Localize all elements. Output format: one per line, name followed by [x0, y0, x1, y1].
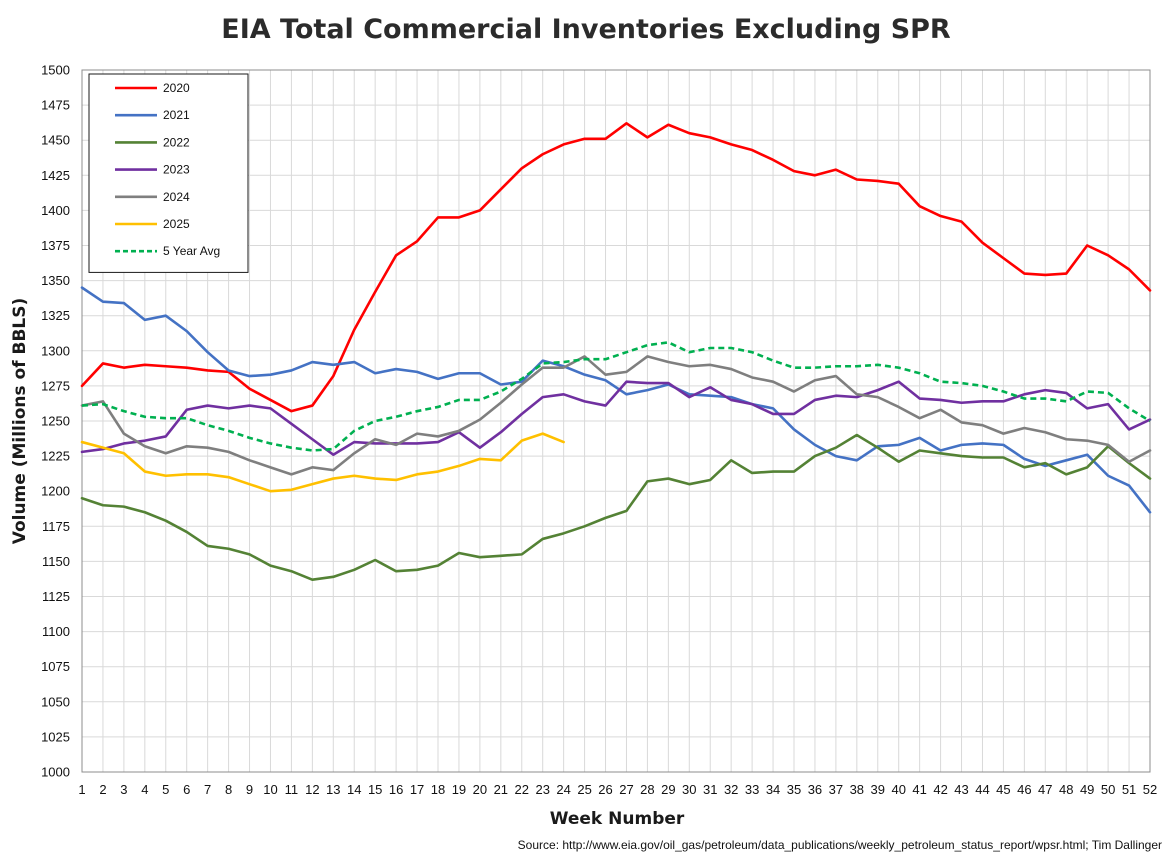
y-tick-label: 1000 — [41, 765, 70, 780]
x-tick-label: 3 — [120, 782, 127, 797]
legend-label: 2023 — [163, 163, 190, 177]
x-tick-label: 34 — [766, 782, 780, 797]
series-lines — [80, 122, 1152, 581]
source-note: Source: http://www.eia.gov/oil_gas/petro… — [517, 838, 1162, 852]
x-tick-label: 45 — [996, 782, 1010, 797]
legend: 2020 2021 2022 2023 2024 2025 5 Year Avg — [88, 73, 249, 273]
x-tick-label: 50 — [1101, 782, 1115, 797]
x-tick-label: 44 — [975, 782, 989, 797]
y-tick-label: 1325 — [41, 308, 70, 323]
x-tick-label: 33 — [745, 782, 759, 797]
y-tick-label: 1300 — [41, 343, 70, 358]
legend-label: 2024 — [163, 190, 190, 204]
x-tick-label: 19 — [452, 782, 466, 797]
x-tick-label: 11 — [285, 782, 299, 797]
y-tick-label: 1475 — [41, 98, 70, 113]
legend-label: 5 Year Avg — [163, 244, 220, 258]
x-tick-label: 21 — [494, 782, 508, 797]
x-tick-label: 38 — [850, 782, 864, 797]
x-tick-label: 49 — [1080, 782, 1094, 797]
x-tick-label: 22 — [515, 782, 529, 797]
x-tick-label: 12 — [305, 782, 319, 797]
x-tick-label: 4 — [141, 782, 148, 797]
y-tick-label: 1175 — [42, 519, 70, 534]
series-line-2020 — [80, 122, 1152, 413]
x-tick-label: 27 — [619, 782, 633, 797]
y-tick-label: 1400 — [41, 203, 70, 218]
x-tick-label: 28 — [640, 782, 654, 797]
x-tick-label: 51 — [1122, 782, 1136, 797]
y-tick-label: 1050 — [41, 694, 70, 709]
legend-label: 2022 — [163, 135, 190, 149]
x-tick-label: 35 — [787, 782, 801, 797]
x-tick-label: 37 — [829, 782, 843, 797]
x-tick-label: 17 — [410, 782, 424, 797]
y-tick-label: 1100 — [42, 624, 70, 639]
legend-label: 2025 — [163, 217, 190, 231]
series-line-5-year-avg — [81, 341, 1151, 452]
legend-label: 2021 — [163, 108, 190, 122]
x-tick-label: 46 — [1017, 782, 1031, 797]
x-tick-label: 16 — [389, 782, 403, 797]
series-line-2024 — [80, 355, 1152, 476]
y-tick-label: 1025 — [41, 729, 70, 744]
x-tick-label: 29 — [661, 782, 675, 797]
x-tick-label: 41 — [912, 782, 926, 797]
y-tick-label: 1275 — [41, 378, 70, 393]
x-tick-label: 47 — [1038, 782, 1052, 797]
y-tick-label: 1200 — [41, 484, 70, 499]
x-tick-label: 23 — [535, 782, 549, 797]
x-axis-title: Week Number — [549, 809, 685, 829]
x-tick-label: 39 — [871, 782, 885, 797]
x-tick-label: 1 — [78, 782, 85, 797]
x-tick-label: 32 — [724, 782, 738, 797]
y-tick-label: 1125 — [42, 589, 70, 604]
legend-label: 2020 — [163, 81, 190, 95]
x-tick-label: 9 — [246, 782, 253, 797]
y-tick-label: 1450 — [41, 133, 70, 148]
x-tick-label: 26 — [598, 782, 612, 797]
y-tick-label: 1250 — [41, 414, 70, 429]
y-tick-label: 1500 — [41, 63, 70, 78]
x-tick-label: 30 — [682, 782, 696, 797]
x-tick-label: 7 — [204, 782, 211, 797]
x-tick-label: 52 — [1143, 782, 1157, 797]
x-tick-label: 5 — [162, 782, 169, 797]
chart-title: EIA Total Commercial Inventories Excludi… — [221, 14, 951, 45]
axes: 1000102510501075110011251150117512001225… — [41, 63, 1157, 798]
y-tick-label: 1150 — [42, 554, 70, 569]
x-tick-label: 36 — [808, 782, 822, 797]
series-line-2021 — [80, 286, 1152, 514]
x-tick-label: 25 — [577, 782, 591, 797]
y-tick-label: 1075 — [41, 659, 70, 674]
x-tick-label: 24 — [556, 782, 570, 797]
x-tick-label: 43 — [954, 782, 968, 797]
x-tick-label: 31 — [703, 782, 717, 797]
x-tick-label: 48 — [1059, 782, 1073, 797]
x-tick-label: 13 — [326, 782, 340, 797]
x-tick-label: 42 — [933, 782, 947, 797]
y-tick-label: 1425 — [41, 168, 70, 183]
x-tick-label: 8 — [225, 782, 232, 797]
x-tick-label: 14 — [347, 782, 361, 797]
x-tick-label: 6 — [183, 782, 190, 797]
x-tick-label: 10 — [263, 782, 277, 797]
legend-box — [88, 73, 249, 273]
x-tick-label: 2 — [99, 782, 106, 797]
series-line-2022 — [80, 433, 1152, 581]
x-tick-label: 40 — [891, 782, 905, 797]
x-tick-label: 18 — [431, 782, 445, 797]
x-tick-label: 15 — [368, 782, 382, 797]
series-line-2025 — [80, 432, 565, 493]
series-line-2023 — [80, 380, 1152, 456]
y-tick-label: 1225 — [41, 449, 70, 464]
y-tick-label: 1350 — [41, 273, 70, 288]
y-tick-label: 1375 — [41, 238, 70, 253]
x-tick-label: 20 — [473, 782, 487, 797]
